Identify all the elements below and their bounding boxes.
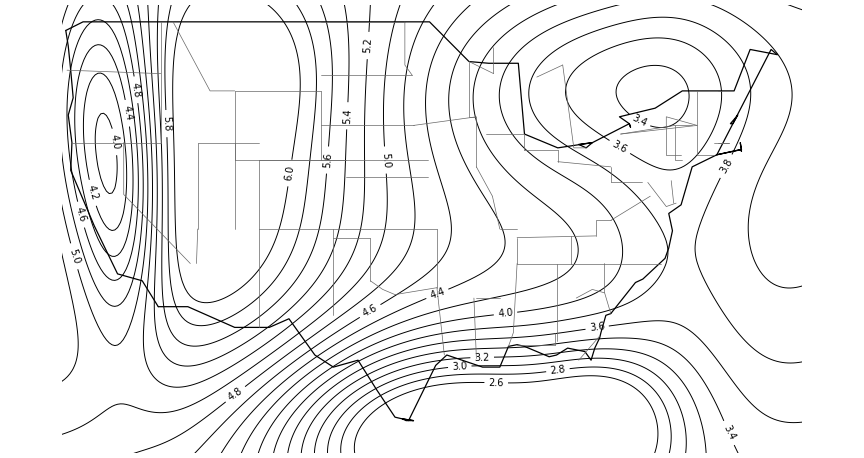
Text: 5.0: 5.0 (380, 152, 391, 168)
Text: 4.6: 4.6 (74, 206, 88, 224)
Text: 5.4: 5.4 (30, 180, 42, 197)
Text: 4.0: 4.0 (498, 308, 513, 319)
Text: 5.2: 5.2 (47, 203, 60, 221)
Text: 4.4: 4.4 (429, 287, 446, 301)
Text: 6.0: 6.0 (283, 165, 296, 181)
Text: 4.0: 4.0 (109, 133, 122, 150)
Text: 5.0: 5.0 (67, 247, 81, 265)
Text: 4.8: 4.8 (226, 386, 245, 403)
Text: 3.4: 3.4 (630, 113, 648, 129)
Text: 2.6: 2.6 (488, 378, 504, 388)
Text: 3.0: 3.0 (452, 361, 467, 372)
Text: 3.4: 3.4 (721, 424, 737, 442)
Text: 5.6: 5.6 (322, 152, 334, 168)
Text: 3.2: 3.2 (474, 352, 490, 363)
Text: 3.8: 3.8 (718, 157, 734, 175)
Text: 2.8: 2.8 (550, 364, 566, 376)
Text: 3.6: 3.6 (611, 139, 629, 155)
Text: 5.4: 5.4 (342, 108, 353, 124)
Text: 5.2: 5.2 (363, 38, 373, 54)
Text: 4.2: 4.2 (86, 184, 99, 202)
Text: 4.8: 4.8 (130, 82, 143, 98)
Text: 4.4: 4.4 (121, 105, 134, 121)
Text: 5.8: 5.8 (161, 116, 172, 131)
Text: 4.6: 4.6 (361, 303, 379, 319)
Text: 3.6: 3.6 (589, 322, 606, 333)
